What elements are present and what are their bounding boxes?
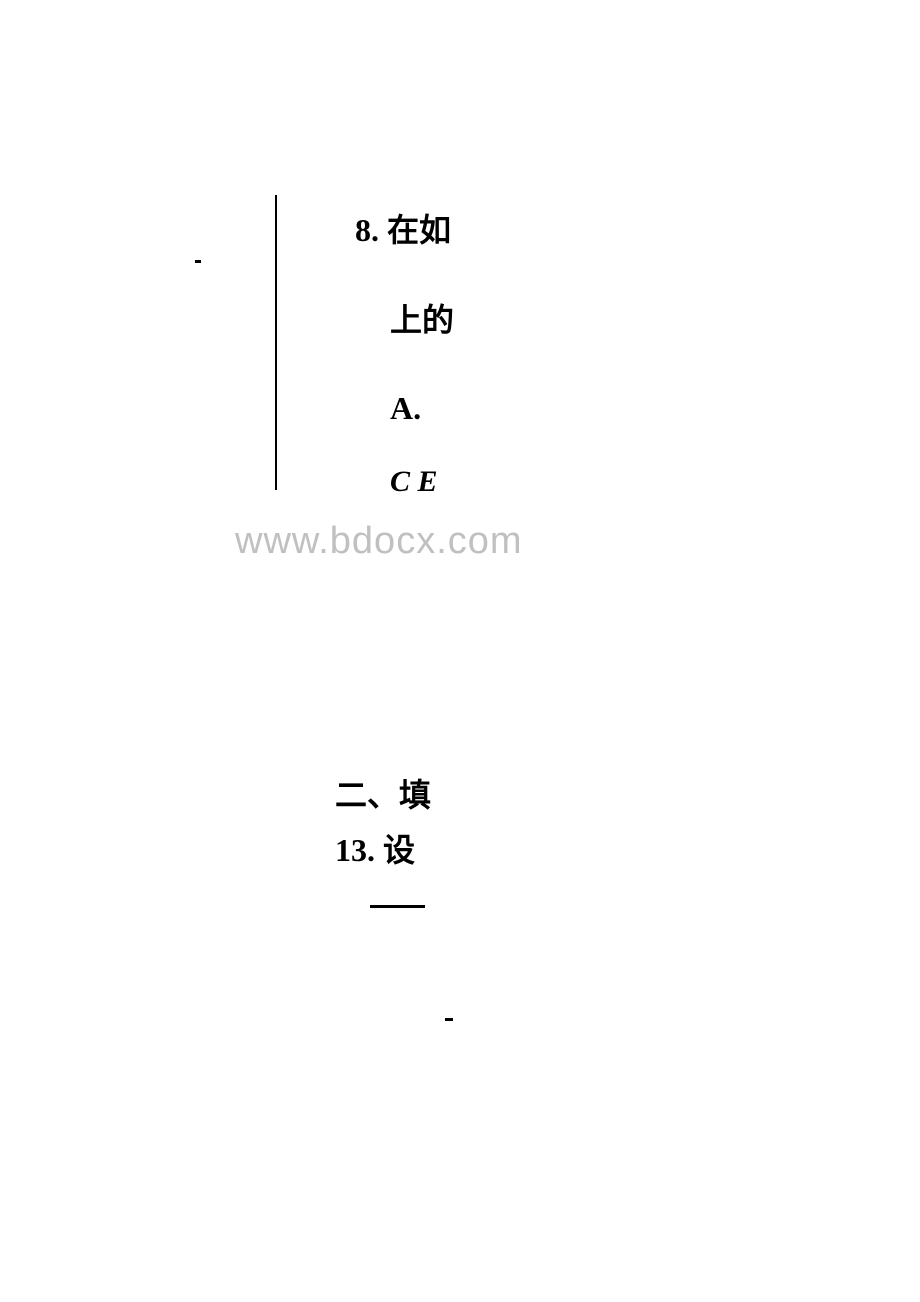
margin-line	[275, 195, 277, 490]
fill-blank-line	[370, 905, 425, 908]
scan-dot-artifact	[445, 1018, 453, 1021]
option-c-label: C E	[390, 465, 438, 499]
question-8-text: 8. 在如	[355, 205, 451, 251]
question-8-line2: 上的	[390, 295, 454, 341]
watermark-text: www.bdocx.com	[235, 520, 523, 563]
question-13-text: 13. 设	[335, 825, 415, 871]
scan-artifact	[195, 260, 201, 263]
option-a-label: A.	[390, 390, 421, 427]
section-2-header: 二、填	[335, 770, 431, 816]
